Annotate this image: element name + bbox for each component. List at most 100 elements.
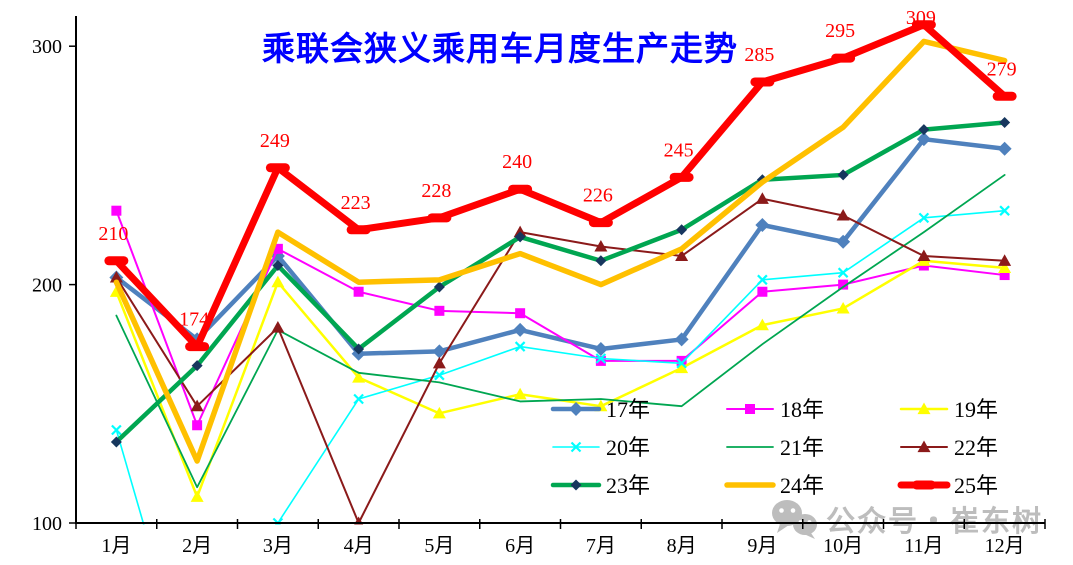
- x-tick-label: 8月: [667, 535, 697, 557]
- series-marker: [999, 205, 1010, 216]
- series-marker: [836, 301, 850, 314]
- x-tick-label: 1月: [101, 535, 131, 557]
- series-marker: [110, 436, 122, 448]
- series-marker: [595, 353, 607, 364]
- series-marker: [192, 420, 203, 431]
- data-label: 309: [906, 7, 936, 29]
- legend-label: 17年: [606, 397, 650, 422]
- series-marker: [352, 371, 366, 383]
- series-marker: [918, 124, 930, 136]
- series-marker: [676, 355, 687, 366]
- series-marker: [569, 402, 583, 416]
- series-line-2: [115, 259, 1006, 499]
- series-marker: [755, 318, 769, 331]
- series-marker: [675, 361, 689, 374]
- x-tick-label: 11月: [904, 535, 943, 557]
- series-marker: [831, 53, 856, 63]
- series-marker: [104, 256, 129, 266]
- y-tick-label: 200: [32, 275, 62, 297]
- legend-item: 20年: [552, 435, 650, 460]
- legend-item: 23年: [550, 473, 650, 498]
- legend-label: 20年: [606, 435, 650, 460]
- series-marker: [272, 243, 283, 254]
- series-marker: [595, 255, 607, 267]
- y-tick-label: 300: [32, 36, 62, 58]
- series-marker: [353, 343, 365, 355]
- data-label: 279: [987, 58, 1017, 80]
- series-line-4: [115, 174, 1006, 489]
- series-marker: [998, 254, 1012, 266]
- series-marker: [912, 480, 936, 490]
- x-tick-label: 3月: [263, 535, 293, 557]
- series-marker: [669, 172, 694, 182]
- series-marker: [265, 163, 290, 173]
- series-marker: [837, 267, 849, 278]
- x-tick-label: 5月: [424, 535, 454, 557]
- series-marker: [185, 342, 210, 352]
- series-marker: [111, 424, 122, 436]
- series-marker: [353, 286, 364, 297]
- series-marker: [346, 225, 371, 235]
- data-label: 285: [744, 44, 774, 66]
- data-label: 249: [260, 130, 290, 152]
- series-marker: [432, 406, 446, 419]
- series-marker: [836, 208, 850, 221]
- series-line-3: [115, 209, 1006, 525]
- series-line-8: [112, 21, 1009, 351]
- series-marker: [190, 399, 204, 412]
- chart-title: 乘联会狭义乘用车月度生产走势: [262, 30, 738, 67]
- axes: [69, 16, 1046, 529]
- series-marker: [109, 270, 123, 283]
- legend-label: 18年: [780, 397, 824, 422]
- series-line-5: [115, 197, 1006, 524]
- series-marker: [514, 341, 526, 352]
- series-marker: [675, 249, 689, 262]
- legend-item: 22年: [900, 435, 998, 460]
- series-marker: [676, 357, 687, 369]
- series-marker: [513, 387, 527, 400]
- tick-labels: 100 200 300 1月 2月 3月 4月 5月 6月 7月 8月 9月 10月 11月 12月: [32, 36, 1025, 557]
- legend-label: 19年: [954, 397, 998, 422]
- data-label: 174: [179, 309, 209, 331]
- data-label: 226: [583, 185, 613, 207]
- x-tick-label: 4月: [344, 535, 374, 557]
- series-marker: [272, 260, 284, 272]
- series-marker: [271, 321, 285, 333]
- series-marker: [674, 332, 689, 347]
- series-marker: [918, 212, 930, 224]
- series-marker: [755, 192, 769, 204]
- series-marker: [433, 281, 445, 293]
- series-marker: [676, 224, 688, 236]
- legend-label: 21年: [780, 435, 824, 460]
- series-marker: [999, 116, 1011, 128]
- x-tick-label: 9月: [747, 535, 777, 557]
- series-marker: [911, 20, 936, 30]
- series-marker: [916, 132, 931, 147]
- series-marker: [757, 286, 768, 297]
- series-marker: [750, 77, 775, 87]
- series-marker: [745, 404, 755, 414]
- legend-item: 19年: [899, 397, 998, 422]
- legend-item: 21年: [726, 435, 824, 460]
- series-marker: [513, 322, 528, 337]
- series-marker: [515, 308, 526, 319]
- series-marker: [111, 205, 122, 216]
- series-marker: [757, 274, 768, 286]
- data-labels: 210 174 249 223 228 240 226 245 285 295 309 279: [98, 7, 1016, 331]
- data-label: 295: [825, 20, 855, 42]
- series-line-0: [114, 136, 1007, 356]
- legend-label: 23年: [606, 473, 650, 498]
- x-tick-label: 12月: [985, 535, 1025, 557]
- x-tick-label: 10月: [823, 535, 863, 557]
- series-marker: [353, 393, 364, 405]
- data-label: 245: [664, 139, 694, 161]
- legend-label: 24年: [780, 473, 824, 498]
- series-marker: [432, 344, 447, 359]
- series-marker: [570, 441, 582, 453]
- data-label: 210: [98, 223, 128, 245]
- legend-item: 17年: [550, 397, 650, 422]
- series-marker: [271, 275, 285, 288]
- legend-item: 18年: [726, 397, 824, 422]
- series-marker: [595, 355, 606, 366]
